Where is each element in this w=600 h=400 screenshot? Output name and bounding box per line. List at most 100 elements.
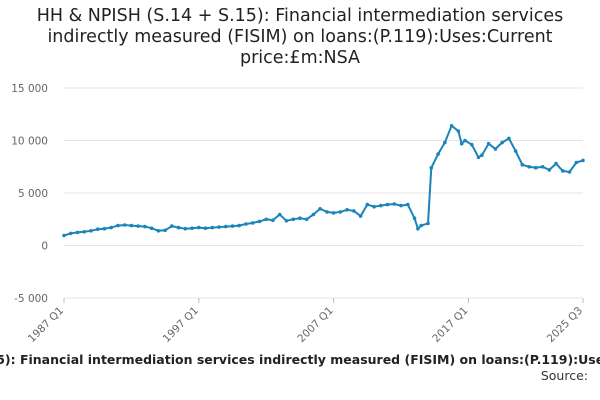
data-point bbox=[449, 124, 454, 128]
legend: HH & NPISH (S.14 + S.15): Financial inte… bbox=[0, 352, 600, 367]
y-tick-label: 10 000 bbox=[11, 136, 48, 148]
data-point bbox=[456, 129, 461, 133]
data-point bbox=[75, 230, 80, 235]
x-tick-label: 1987 Q1 bbox=[26, 305, 66, 345]
data-point bbox=[426, 221, 430, 226]
data-point bbox=[82, 230, 86, 234]
data-point bbox=[304, 217, 309, 222]
series-layer bbox=[62, 124, 585, 238]
data-point bbox=[224, 224, 228, 229]
data-point bbox=[470, 142, 474, 147]
data-point bbox=[237, 223, 241, 228]
data-point bbox=[581, 158, 585, 163]
data-point bbox=[197, 225, 201, 230]
data-point bbox=[416, 226, 420, 231]
data-point bbox=[244, 222, 248, 226]
data-point bbox=[318, 207, 322, 211]
data-point bbox=[136, 224, 140, 228]
data-point bbox=[385, 202, 390, 207]
data-point bbox=[230, 224, 235, 228]
data-point bbox=[102, 226, 107, 231]
data-point bbox=[68, 231, 73, 236]
data-point bbox=[217, 225, 221, 229]
data-point bbox=[89, 229, 93, 233]
source-note: Source: bbox=[540, 368, 588, 383]
data-point bbox=[257, 219, 262, 224]
data-point bbox=[486, 141, 491, 146]
data-point bbox=[392, 202, 397, 206]
data-point bbox=[116, 223, 120, 228]
data-point bbox=[540, 165, 545, 169]
data-point bbox=[534, 166, 538, 170]
data-point bbox=[250, 221, 255, 225]
data-point bbox=[379, 203, 383, 208]
y-tick-label: -5 000 bbox=[14, 293, 48, 305]
data-point bbox=[264, 217, 269, 222]
y-tick-label: 5 000 bbox=[18, 188, 48, 200]
data-point bbox=[298, 216, 302, 220]
data-point bbox=[325, 210, 329, 214]
data-point bbox=[459, 141, 464, 146]
gridlines bbox=[64, 87, 583, 299]
chart-title-line-2: indirectly measured (FISIM) on loans:(P.… bbox=[47, 27, 553, 47]
data-point bbox=[500, 140, 504, 145]
data-point bbox=[95, 227, 100, 231]
data-point bbox=[412, 216, 417, 220]
x-tick-label: 2007 Q1 bbox=[295, 305, 335, 345]
data-point bbox=[163, 228, 167, 233]
data-point bbox=[476, 155, 481, 160]
chart-title-line-3: price:£m:NSA bbox=[239, 48, 361, 68]
x-tick-label: 2025 Q3 bbox=[545, 305, 585, 345]
y-tick-label: 15 000 bbox=[11, 83, 48, 95]
y-tick-label: 0 bbox=[41, 241, 48, 253]
data-point bbox=[311, 212, 316, 217]
data-point bbox=[372, 204, 376, 209]
data-point bbox=[399, 203, 403, 208]
data-point bbox=[143, 224, 147, 229]
data-point bbox=[183, 226, 188, 231]
data-point bbox=[277, 212, 282, 217]
data-point bbox=[291, 217, 296, 222]
data-point bbox=[122, 223, 127, 227]
series-line bbox=[63, 124, 584, 237]
data-point bbox=[176, 225, 181, 230]
data-point bbox=[480, 153, 484, 157]
legend-label: HH & NPISH (S.14 + S.15): Financial inte… bbox=[0, 352, 600, 367]
data-point bbox=[109, 225, 113, 230]
data-point bbox=[365, 202, 370, 207]
data-point bbox=[284, 219, 289, 223]
chart-title: HH & NPISH (S.14 + S.15): Financial inte… bbox=[0, 6, 600, 69]
data-point bbox=[463, 138, 467, 143]
x-tick-label: 2017 Q1 bbox=[430, 305, 470, 345]
data-point bbox=[358, 214, 363, 218]
data-point bbox=[271, 218, 275, 223]
data-point bbox=[345, 208, 349, 212]
data-point bbox=[574, 160, 579, 165]
data-point bbox=[513, 149, 518, 153]
data-point bbox=[406, 202, 410, 207]
data-point bbox=[567, 170, 572, 174]
data-point bbox=[338, 210, 343, 214]
data-point bbox=[62, 233, 66, 238]
data-point bbox=[507, 136, 511, 141]
data-point bbox=[352, 209, 356, 213]
data-point bbox=[170, 224, 174, 228]
data-point bbox=[203, 226, 208, 230]
data-point bbox=[156, 229, 161, 233]
y-axis-ticks: -5 000 0 5 000 10 000 15 000 bbox=[11, 83, 48, 305]
data-point bbox=[190, 226, 194, 230]
data-point bbox=[129, 223, 134, 228]
data-point bbox=[547, 168, 552, 172]
chart-title-line-1: HH & NPISH (S.14 + S.15): Financial inte… bbox=[36, 6, 564, 26]
x-tick-label: 1997 Q1 bbox=[161, 305, 201, 345]
data-point bbox=[493, 147, 498, 151]
data-point bbox=[561, 169, 565, 173]
data-point bbox=[210, 225, 215, 230]
data-point bbox=[331, 211, 336, 215]
data-point bbox=[436, 152, 440, 156]
data-point bbox=[554, 161, 558, 166]
data-point bbox=[520, 162, 525, 167]
x-axis-ticks: 1987 Q1 1997 Q1 2007 Q1 2017 Q1 2025 Q3 bbox=[26, 298, 585, 345]
data-point bbox=[527, 165, 531, 169]
